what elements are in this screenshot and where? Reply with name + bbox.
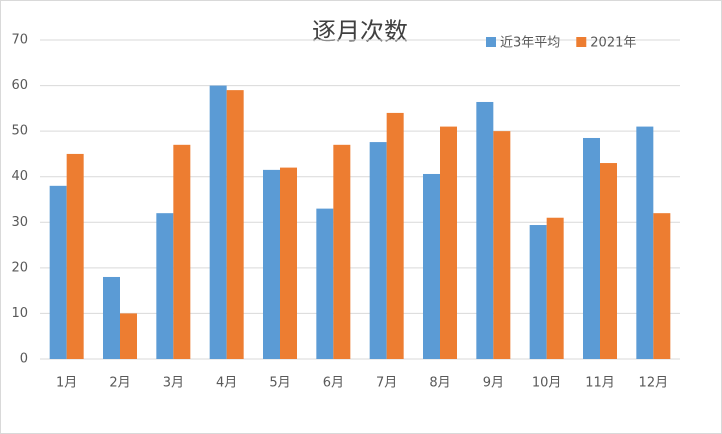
bar	[440, 126, 457, 359]
bar	[493, 131, 511, 359]
x-tick-label: 8月	[429, 376, 450, 391]
y-tick-label: 40	[11, 169, 28, 184]
bar	[120, 313, 137, 359]
x-tick-label: 2月	[109, 376, 130, 391]
x-tick-label: 1月	[56, 376, 77, 391]
bar	[66, 153, 84, 359]
x-tick-label: 9月	[483, 376, 504, 391]
y-tick-label: 0	[20, 352, 28, 367]
bar	[173, 144, 191, 359]
bar	[386, 112, 404, 360]
bar	[209, 85, 227, 360]
y-tick-label: 60	[11, 78, 28, 93]
legend-swatch	[486, 37, 496, 47]
bar	[546, 217, 564, 359]
bar	[476, 101, 494, 359]
legend-label: 2021年	[590, 36, 636, 51]
x-tick-label: 7月	[376, 376, 397, 391]
bar	[226, 90, 244, 359]
bar	[583, 137, 600, 359]
x-tick-label: 4月	[216, 376, 237, 391]
y-tick-label: 50	[11, 124, 28, 139]
bar	[653, 213, 671, 359]
bar	[156, 213, 174, 359]
x-tick-label: 6月	[323, 376, 344, 391]
bar	[369, 142, 387, 359]
bar	[529, 225, 547, 359]
x-tick-label: 12月	[639, 376, 669, 391]
bar	[600, 163, 617, 359]
y-tick-label: 30	[11, 215, 28, 230]
legend-swatch	[576, 37, 587, 47]
bar	[333, 144, 351, 359]
chart-title: 逐月次数	[312, 18, 408, 46]
x-tick-label: 10月	[532, 376, 562, 391]
bar	[316, 208, 334, 359]
legend-label: 近3年平均	[500, 36, 560, 51]
bar	[423, 173, 440, 359]
y-tick-label: 20	[11, 260, 28, 275]
bar	[636, 126, 654, 359]
y-tick-label: 70	[11, 33, 28, 48]
bar	[49, 185, 67, 359]
x-tick-label: 3月	[163, 376, 184, 391]
bar	[103, 276, 120, 359]
bar	[280, 167, 297, 359]
y-tick-label: 10	[11, 306, 28, 321]
bar	[263, 169, 280, 359]
x-tick-label: 5月	[269, 376, 290, 391]
x-tick-label: 11月	[585, 376, 615, 391]
